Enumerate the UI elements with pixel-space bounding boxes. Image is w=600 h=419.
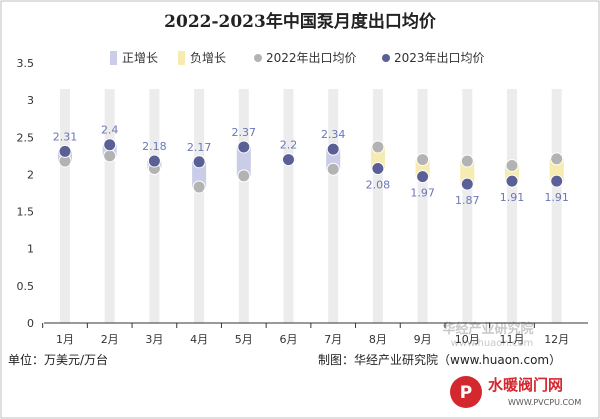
point-2023 bbox=[192, 155, 206, 169]
logo-url: WWW.PVCPU.COM bbox=[508, 398, 581, 407]
x-tick-label: 6月 bbox=[280, 333, 298, 346]
column-background bbox=[283, 89, 294, 323]
data-label-2023: 2.4 bbox=[101, 124, 119, 137]
point-2023 bbox=[505, 174, 519, 188]
point-2023 bbox=[103, 138, 117, 152]
point-2023 bbox=[416, 170, 430, 184]
positive-change-bar bbox=[192, 161, 207, 188]
point-2022 bbox=[371, 140, 385, 154]
column-background bbox=[507, 89, 517, 323]
data-label-2023: 2.37 bbox=[232, 126, 257, 139]
data-label-2023: 1.87 bbox=[455, 194, 480, 207]
point-2022 bbox=[416, 153, 430, 167]
x-axis: 1月 2月 3月 4月 5月 6月 7月 8月 9月 10月 11月 12月 bbox=[42, 322, 588, 346]
point-2022 bbox=[505, 159, 519, 173]
legend-label: 正增长 bbox=[122, 51, 158, 65]
x-tick-label: 9月 bbox=[414, 333, 432, 346]
point-2022 bbox=[326, 162, 340, 176]
column-background bbox=[194, 89, 205, 323]
data-label-2023: 1.91 bbox=[500, 191, 525, 204]
column-background bbox=[60, 89, 70, 323]
point-2022 bbox=[192, 180, 206, 194]
legend: 正增长 负增长 2022年出口均价 2023年出口均价 bbox=[110, 51, 485, 65]
point-2022 bbox=[237, 169, 251, 183]
y-axis: 0 0.5 1 1.5 2 2.5 3 3.5 bbox=[17, 57, 35, 330]
column-background bbox=[104, 89, 115, 323]
data-label-2023: 2.31 bbox=[53, 130, 78, 143]
point-2023 bbox=[237, 140, 251, 154]
negative-change-bar bbox=[460, 161, 475, 185]
y-tick-label: 3 bbox=[27, 94, 34, 107]
site-logo: P 水暖阀门网 WWW.PVCPU.COM bbox=[450, 376, 581, 408]
column-background bbox=[462, 89, 473, 323]
legend-swatch bbox=[254, 54, 262, 62]
x-tick-label: 12月 bbox=[544, 333, 569, 346]
y-tick-label: 0 bbox=[27, 317, 34, 330]
positive-change-bar bbox=[236, 146, 251, 176]
point-2022 bbox=[550, 152, 564, 166]
source-note: 制图：华经产业研究院（www.huaon.com） bbox=[318, 352, 561, 367]
column-background bbox=[149, 89, 160, 323]
y-tick-label: 0.5 bbox=[17, 280, 35, 293]
logo-badge-glyph: P bbox=[460, 383, 472, 403]
data-label-2023: 2.34 bbox=[321, 128, 346, 141]
watermark-text: 华经产业研究院 bbox=[442, 321, 533, 337]
y-tick-label: 3.5 bbox=[17, 57, 35, 70]
y-tick-label: 1.5 bbox=[17, 206, 35, 219]
data-label-2023: 2.18 bbox=[142, 140, 167, 153]
y-tick-label: 2.5 bbox=[17, 131, 35, 144]
x-tick-label: 4月 bbox=[190, 333, 208, 346]
x-tick-label: 10月 bbox=[455, 333, 480, 346]
column-background bbox=[551, 89, 562, 323]
column-background bbox=[417, 89, 428, 323]
legend-swatch bbox=[382, 54, 390, 62]
point-2023 bbox=[282, 153, 295, 167]
data-label-2023: 2.17 bbox=[187, 141, 212, 154]
x-tick-label: 2月 bbox=[101, 333, 119, 346]
x-tick-label: 11月 bbox=[500, 333, 525, 346]
x-tick-label: 5月 bbox=[235, 333, 253, 346]
point-2022 bbox=[103, 149, 117, 163]
legend-label: 2022年出口均价 bbox=[266, 51, 357, 65]
y-tick-label: 1 bbox=[27, 243, 34, 256]
x-tick-label: 8月 bbox=[369, 333, 387, 346]
data-labels: 2.31 2.4 2.18 2.17 2.37 2.2 2.34 2.08 1.97 1.87 1.… bbox=[53, 124, 569, 207]
data-points bbox=[58, 138, 564, 194]
logo-text: 水暖阀门网 bbox=[488, 376, 563, 394]
data-label-2023: 2.08 bbox=[366, 178, 391, 191]
chart-title: 2022-2023年中国泵月度出口均价 bbox=[164, 11, 437, 32]
unit-note: 单位：万美元/万台 bbox=[8, 352, 108, 367]
watermark: 华经产业研究院 www.huaon.com bbox=[442, 321, 533, 349]
column-background bbox=[372, 89, 383, 323]
point-2023 bbox=[460, 177, 474, 191]
point-2022 bbox=[460, 154, 474, 168]
watermark-url: www.huaon.com bbox=[451, 338, 534, 349]
column-background bbox=[328, 89, 339, 323]
background-columns bbox=[60, 89, 562, 323]
legend-label: 2023年出口均价 bbox=[394, 51, 485, 65]
data-label-2023: 1.97 bbox=[410, 187, 435, 200]
logo-badge-icon bbox=[450, 376, 482, 408]
point-2023 bbox=[371, 161, 385, 175]
column-background bbox=[238, 89, 249, 323]
point-2023 bbox=[326, 142, 340, 156]
data-label-2023: 1.91 bbox=[544, 191, 569, 204]
point-2023 bbox=[550, 174, 564, 188]
point-2023 bbox=[147, 154, 161, 168]
y-tick-label: 2 bbox=[27, 168, 34, 181]
legend-swatch bbox=[178, 51, 185, 65]
legend-swatch bbox=[110, 51, 117, 65]
point-2023 bbox=[58, 144, 72, 158]
x-tick-label: 7月 bbox=[324, 333, 342, 346]
legend-label: 负增长 bbox=[190, 51, 226, 65]
x-tick-label: 1月 bbox=[56, 333, 74, 346]
data-label-2023: 2.2 bbox=[280, 139, 298, 152]
negative-change-bar bbox=[549, 158, 564, 182]
x-tick-label: 3月 bbox=[145, 333, 163, 346]
